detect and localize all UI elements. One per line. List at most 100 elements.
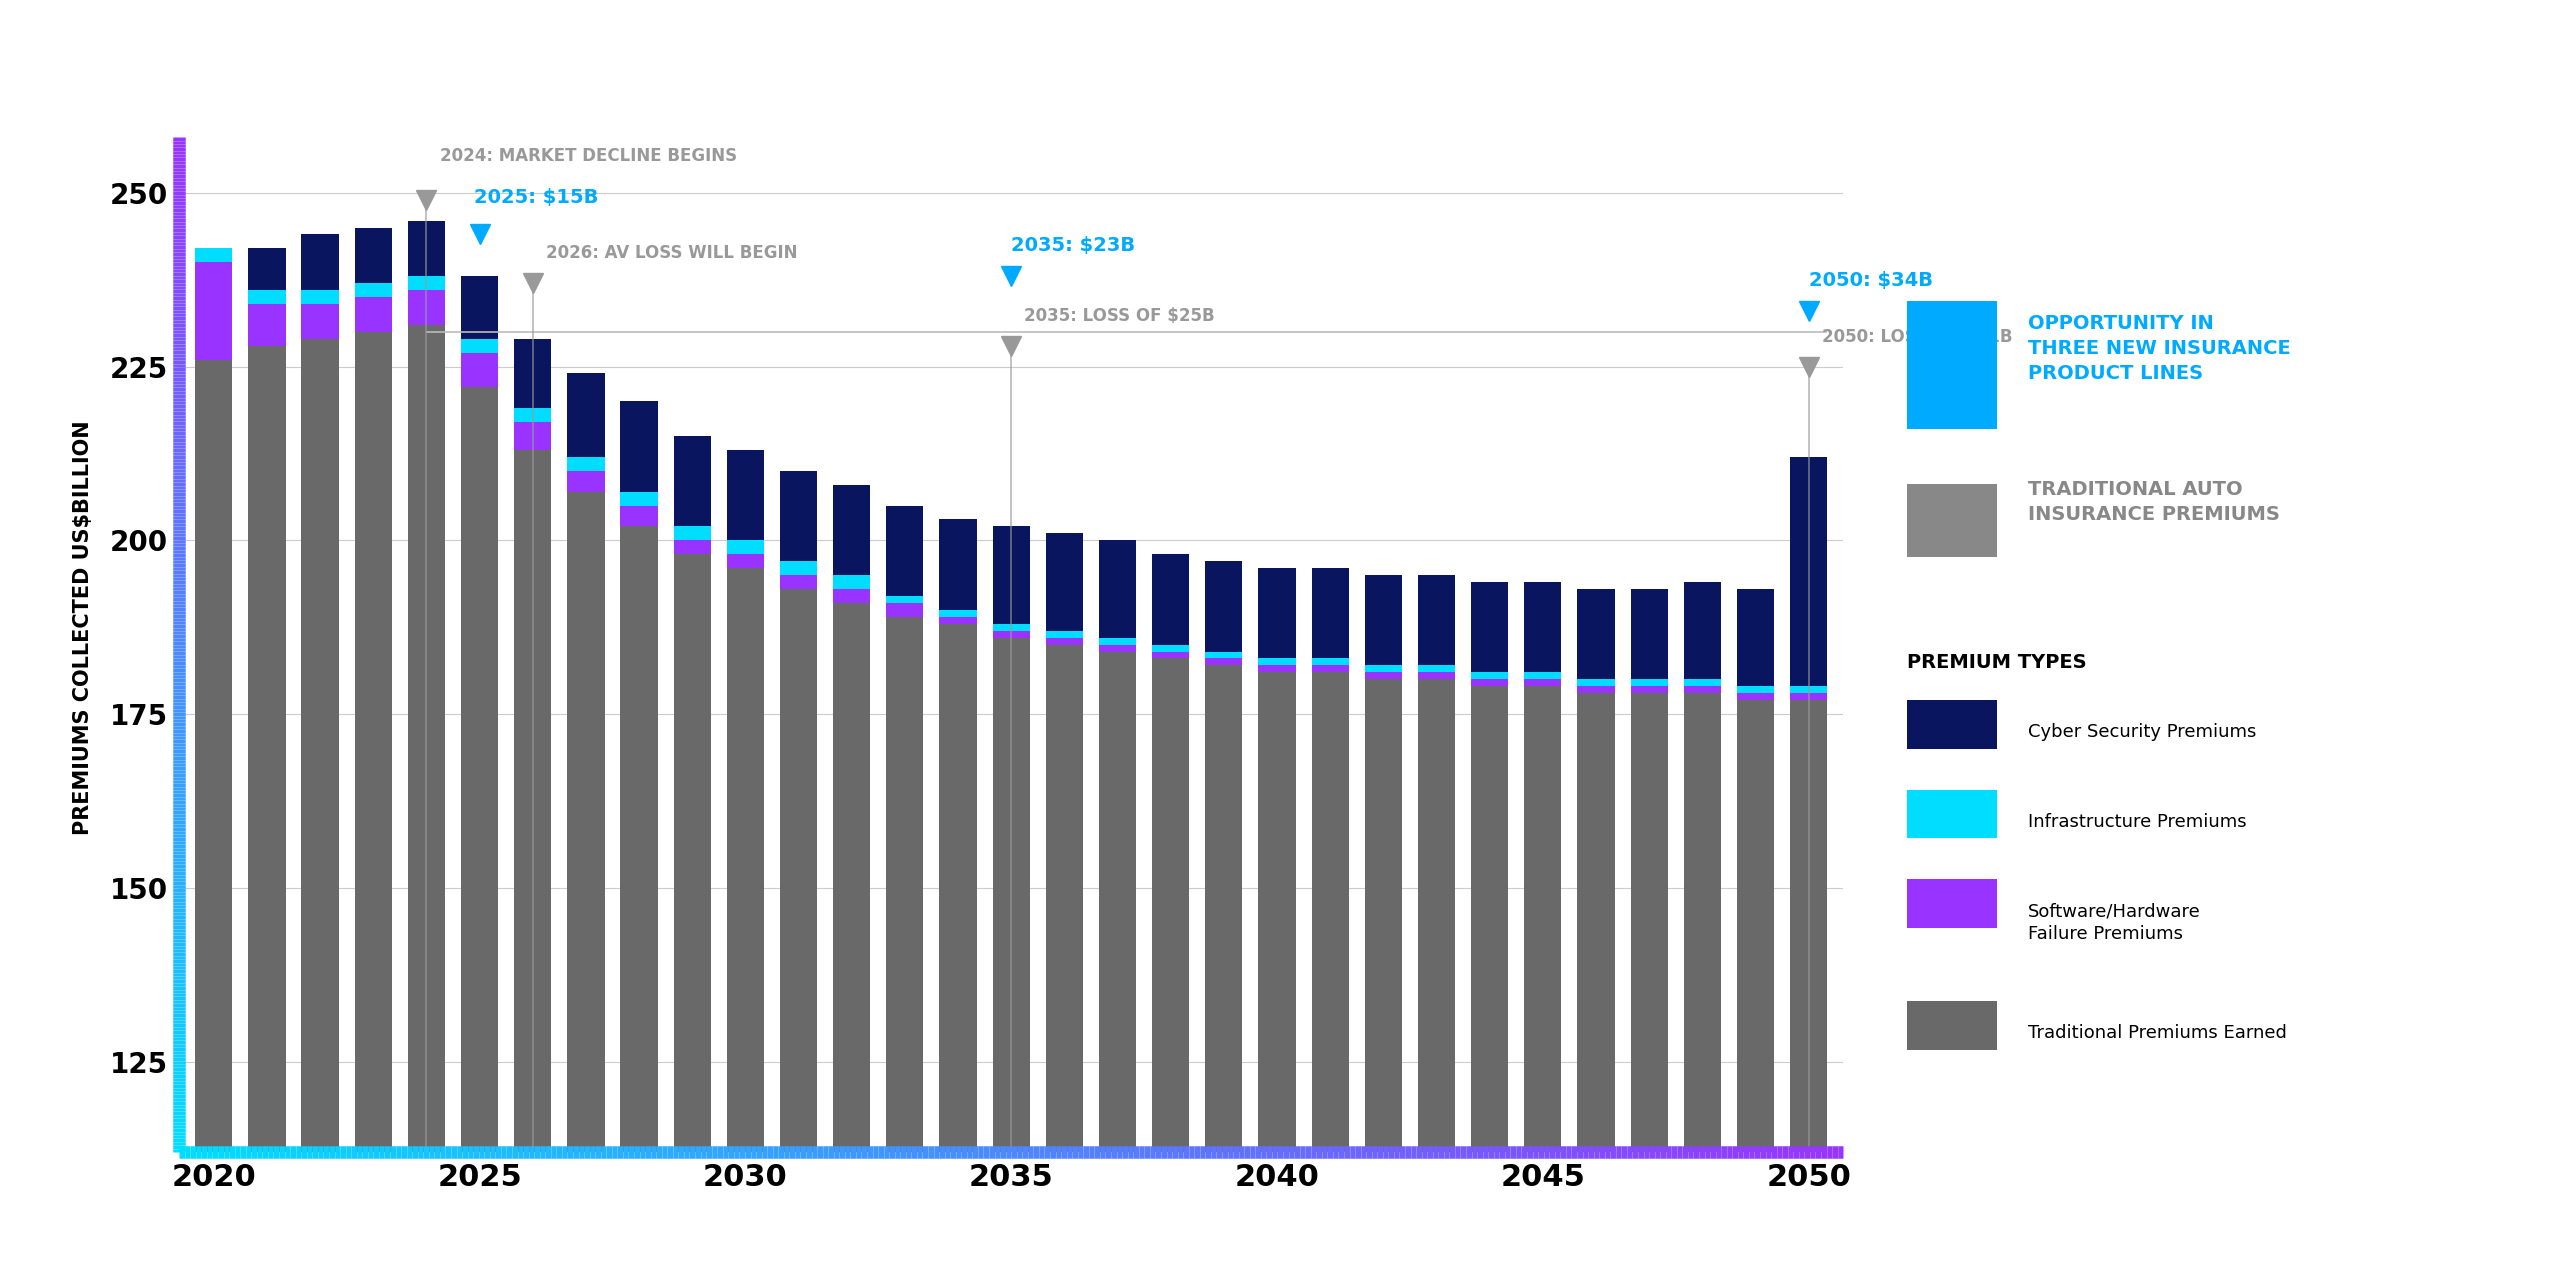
Bar	[1418, 575, 1454, 666]
Bar	[940, 623, 978, 1280]
Bar	[1418, 672, 1454, 680]
Bar	[940, 520, 978, 609]
Bar	[568, 492, 604, 1280]
Bar	[248, 346, 287, 1280]
Bar	[356, 283, 392, 297]
Bar	[1364, 672, 1403, 680]
Bar	[1684, 582, 1720, 680]
Bar	[886, 617, 924, 1280]
Text: Infrastructure Premiums: Infrastructure Premiums	[2028, 813, 2245, 831]
Bar	[1044, 637, 1083, 645]
Bar	[1311, 666, 1349, 672]
Bar	[568, 374, 604, 457]
Bar	[781, 561, 817, 575]
Bar	[1206, 666, 1242, 1280]
Bar	[993, 637, 1029, 1280]
Bar	[1311, 672, 1349, 1280]
Bar	[568, 457, 604, 471]
Bar	[727, 451, 763, 540]
Bar	[993, 526, 1029, 623]
Bar	[195, 360, 233, 1280]
Bar	[461, 276, 499, 339]
Bar	[1631, 686, 1667, 694]
Text: OPPORTUNITY IN
THREE NEW INSURANCE
PRODUCT LINES: OPPORTUNITY IN THREE NEW INSURANCE PRODU…	[2028, 314, 2291, 383]
Bar	[727, 568, 763, 1280]
Bar	[1631, 694, 1667, 1280]
Bar	[1789, 457, 1828, 686]
Bar	[1472, 582, 1508, 672]
Bar	[940, 609, 978, 617]
Bar	[1736, 589, 1774, 686]
Bar	[993, 631, 1029, 637]
Bar	[1577, 686, 1615, 694]
Bar	[727, 540, 763, 554]
Text: 2024: MARKET DECLINE BEGINS: 2024: MARKET DECLINE BEGINS	[440, 147, 737, 165]
Bar	[461, 388, 499, 1280]
Bar	[195, 248, 233, 262]
Bar	[1152, 652, 1190, 658]
Bar	[673, 554, 712, 1280]
Text: Traditional Premiums Earned: Traditional Premiums Earned	[2028, 1024, 2286, 1042]
Text: PREMIUM TYPES: PREMIUM TYPES	[1907, 653, 2086, 672]
Bar	[407, 291, 445, 325]
Text: 2050: LOSS OF $41B: 2050: LOSS OF $41B	[1823, 328, 2012, 346]
Bar	[1736, 694, 1774, 700]
Bar	[1364, 666, 1403, 672]
Bar	[1523, 582, 1562, 672]
Bar	[1098, 652, 1137, 1280]
Bar	[1523, 686, 1562, 1280]
Bar	[620, 526, 658, 1280]
Bar	[515, 422, 550, 451]
Bar	[407, 325, 445, 1280]
Bar	[1418, 680, 1454, 1280]
Bar	[461, 352, 499, 388]
Bar	[568, 471, 604, 492]
Bar	[461, 339, 499, 352]
Bar	[407, 220, 445, 276]
Bar	[620, 492, 658, 506]
Bar	[1577, 694, 1615, 1280]
Bar	[1260, 658, 1295, 666]
Bar	[886, 603, 924, 617]
Bar	[832, 575, 870, 589]
Bar	[940, 617, 978, 623]
Bar	[1736, 700, 1774, 1280]
Bar	[1789, 700, 1828, 1280]
Bar	[248, 248, 287, 291]
Bar	[1044, 645, 1083, 1280]
Bar	[727, 554, 763, 568]
Bar	[1684, 694, 1720, 1280]
Bar	[1206, 658, 1242, 666]
Bar	[1311, 658, 1349, 666]
Bar	[1044, 631, 1083, 637]
Bar	[407, 276, 445, 291]
Text: TRADITIONAL AUTO
INSURANCE PREMIUMS: TRADITIONAL AUTO INSURANCE PREMIUMS	[2028, 480, 2278, 524]
Bar	[248, 303, 287, 346]
Bar	[673, 540, 712, 554]
Bar	[1472, 680, 1508, 686]
Bar	[1684, 680, 1720, 686]
Bar	[302, 291, 338, 303]
Bar	[515, 339, 550, 408]
Bar	[1472, 686, 1508, 1280]
Text: 2035: LOSS OF $25B: 2035: LOSS OF $25B	[1024, 307, 1216, 325]
Bar	[620, 506, 658, 526]
Bar	[1152, 658, 1190, 1280]
Y-axis label: PREMIUMS COLLECTED US$BILLION: PREMIUMS COLLECTED US$BILLION	[74, 420, 92, 835]
Bar	[1206, 652, 1242, 658]
Text: 2026: AV LOSS WILL BEGIN: 2026: AV LOSS WILL BEGIN	[545, 244, 799, 262]
Bar	[886, 596, 924, 603]
Bar	[1152, 554, 1190, 645]
Bar	[781, 589, 817, 1280]
Bar	[1577, 680, 1615, 686]
Bar	[832, 485, 870, 575]
Bar	[1098, 540, 1137, 637]
Bar	[1098, 637, 1137, 645]
Bar	[1098, 645, 1137, 652]
Bar	[1631, 680, 1667, 686]
Text: 2050: $34B: 2050: $34B	[1810, 271, 1933, 291]
Bar	[1418, 666, 1454, 672]
Bar	[1523, 672, 1562, 680]
Bar	[248, 291, 287, 303]
Bar	[1364, 680, 1403, 1280]
